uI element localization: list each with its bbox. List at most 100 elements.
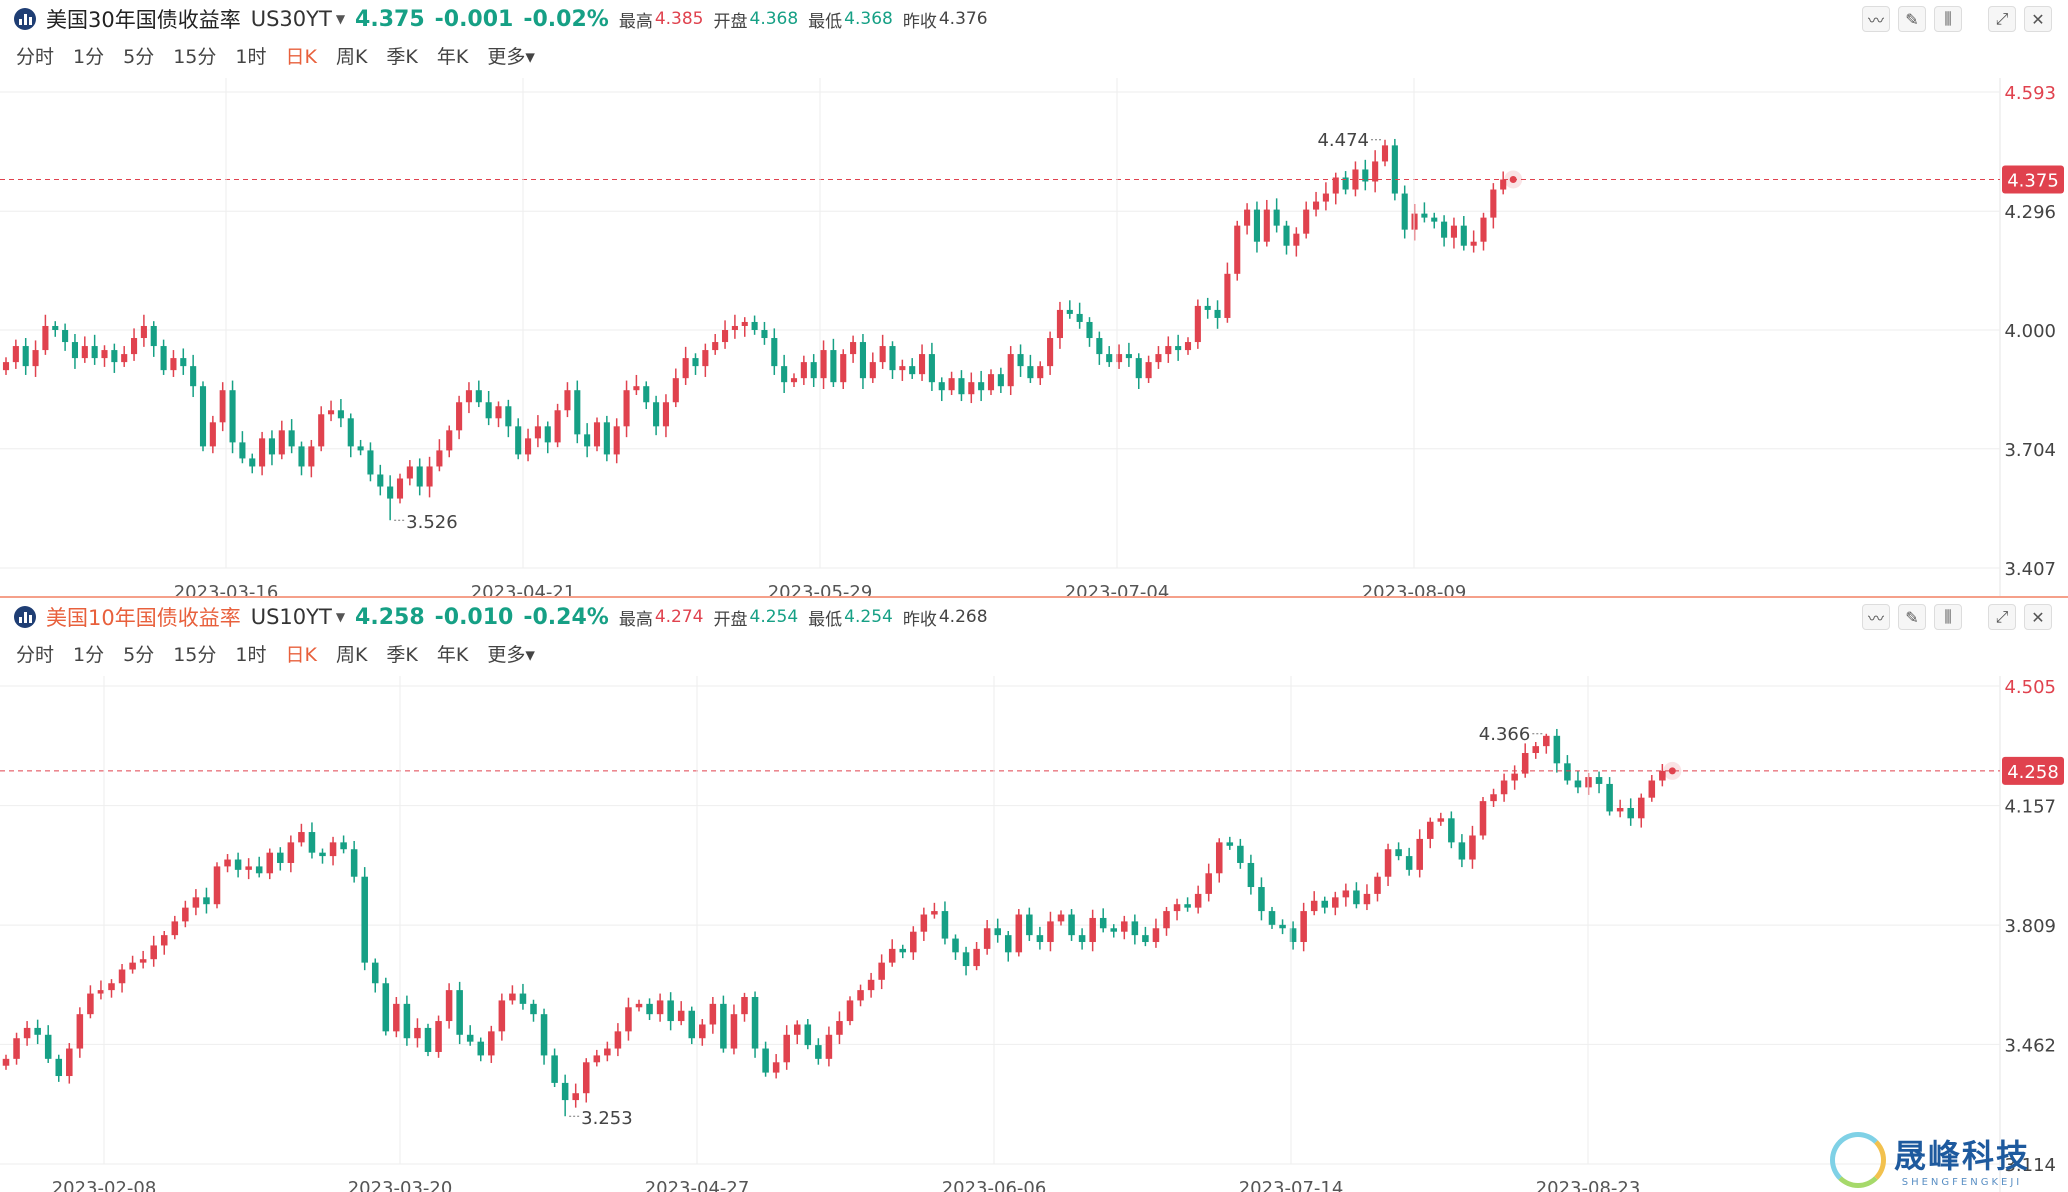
chevron-down-icon[interactable]: ▼ — [335, 12, 346, 26]
tab-period[interactable]: 5分 — [123, 46, 155, 68]
candle-type-icon[interactable]: ⫼ — [1934, 604, 1962, 630]
candle-body — [720, 1003, 727, 1049]
candle-body — [1289, 928, 1297, 943]
candle-body — [741, 321, 748, 326]
candle-body — [1553, 735, 1561, 764]
symbol-name[interactable]: 美国10年国债收益率 — [46, 606, 241, 630]
tab-period[interactable]: 分时 — [16, 644, 55, 666]
candle-body — [1007, 354, 1014, 387]
tab-period[interactable]: 季K — [386, 644, 418, 666]
candle-body — [1303, 209, 1310, 234]
candle-body — [1401, 193, 1408, 230]
tab-period[interactable]: 季K — [386, 46, 418, 68]
candle-body — [584, 434, 591, 447]
candlestick-chart[interactable]: 4.593 4.296 4.000 3.704 3.407 3.526 4.474 4.375… — [0, 78, 2068, 596]
draw-pen-icon[interactable]: ✎ — [1898, 604, 1926, 630]
tab-period-active[interactable]: 日K — [285, 46, 317, 68]
candle-body — [899, 948, 907, 953]
candle-body — [1056, 309, 1064, 339]
tab-period[interactable]: 15分 — [173, 46, 217, 68]
candles-group — [2, 728, 1666, 1117]
brand-logo-icon — [1829, 1131, 1886, 1188]
indicator-icon[interactable]: 〰 — [1862, 6, 1890, 32]
tab-more[interactable]: 更多▾ — [487, 644, 535, 666]
candle-body — [790, 378, 798, 383]
candle-body — [1234, 225, 1241, 274]
candle-body — [108, 983, 115, 991]
candle-body — [1086, 321, 1093, 339]
close-icon[interactable]: ✕ — [2024, 6, 2052, 32]
candle-body — [287, 842, 295, 863]
candle-body — [170, 358, 177, 371]
candle-body — [377, 474, 384, 487]
high-value: 4.274 — [654, 607, 704, 627]
fullscreen-icon[interactable]: ⤢ — [1988, 604, 2016, 630]
candle-body — [741, 996, 748, 1015]
candle-body — [129, 962, 136, 970]
symbol-name[interactable]: 美国30年国债收益率 — [46, 8, 241, 32]
candle-body — [488, 1031, 495, 1056]
symbol-code[interactable]: US30YT — [250, 7, 332, 31]
candle-body — [1532, 746, 1540, 754]
chevron-down-icon[interactable]: ▼ — [335, 610, 346, 624]
candle-body — [66, 1048, 73, 1077]
fullscreen-icon[interactable]: ⤢ — [1988, 6, 2016, 32]
max-annotation: 4.366 — [1479, 724, 1531, 745]
tab-period[interactable]: 1分 — [73, 644, 105, 666]
candle-body — [403, 1003, 411, 1039]
candle-body — [213, 866, 221, 905]
tab-period[interactable]: 5分 — [123, 644, 155, 666]
tab-period[interactable]: 1时 — [235, 644, 267, 666]
candle-body — [1106, 354, 1113, 363]
tab-period[interactable]: 年K — [436, 46, 469, 68]
candle-body — [1416, 838, 1423, 870]
candle-body — [635, 1003, 643, 1008]
candle-body — [298, 446, 305, 467]
candle-body — [1204, 305, 1211, 310]
tab-period[interactable]: 周K — [335, 644, 368, 666]
symbol-code[interactable]: US10YT — [250, 605, 332, 629]
candle-body — [1215, 842, 1223, 874]
candle-body — [245, 866, 252, 870]
tab-period[interactable]: 周K — [335, 46, 368, 68]
candle-body — [646, 1003, 653, 1015]
prev-close-value: 4.268 — [938, 607, 988, 627]
candle-type-icon[interactable]: ⫼ — [1934, 6, 1962, 32]
tab-period[interactable]: 1时 — [235, 46, 267, 68]
candle-body — [1145, 362, 1152, 379]
tab-period[interactable]: 年K — [436, 644, 469, 666]
tab-period[interactable]: 分时 — [16, 46, 55, 68]
candle-body — [721, 330, 729, 343]
candle-body — [1521, 753, 1529, 774]
candle-body — [475, 390, 482, 403]
prev-close-value: 4.376 — [938, 9, 988, 29]
candle-body — [249, 458, 256, 467]
tab-period[interactable]: 1分 — [73, 46, 105, 68]
candle-body — [623, 390, 630, 427]
candle-body — [465, 390, 473, 403]
candle-body — [121, 354, 128, 363]
candle-body — [1431, 217, 1438, 222]
candle-body — [1426, 821, 1434, 839]
tab-period-active[interactable]: 日K — [285, 644, 317, 666]
low-value: 4.368 — [844, 9, 893, 29]
candle-body — [938, 382, 945, 391]
candle-body — [55, 1058, 63, 1077]
indicator-icon[interactable]: 〰 — [1862, 604, 1890, 630]
candle-body — [1279, 924, 1286, 929]
candle-body — [867, 979, 875, 991]
candle-body — [91, 346, 98, 359]
candle-body — [1574, 780, 1582, 788]
candle-body — [1450, 225, 1458, 238]
draw-pen-icon[interactable]: ✎ — [1898, 6, 1926, 32]
y-tick-label: 3.704 — [2004, 440, 2056, 461]
candle-body — [762, 1048, 769, 1073]
tab-period[interactable]: 15分 — [173, 644, 217, 666]
close-icon[interactable]: ✕ — [2024, 604, 2052, 630]
candlestick-chart[interactable]: 4.505 4.157 3.809 3.462 3.114 3.253 4.366 4.258… — [0, 676, 2068, 1192]
candle-body — [968, 382, 975, 395]
candle-body — [1300, 911, 1307, 943]
candle-body — [593, 1055, 601, 1063]
candle-body — [140, 325, 147, 339]
tab-more[interactable]: 更多▾ — [487, 46, 535, 68]
